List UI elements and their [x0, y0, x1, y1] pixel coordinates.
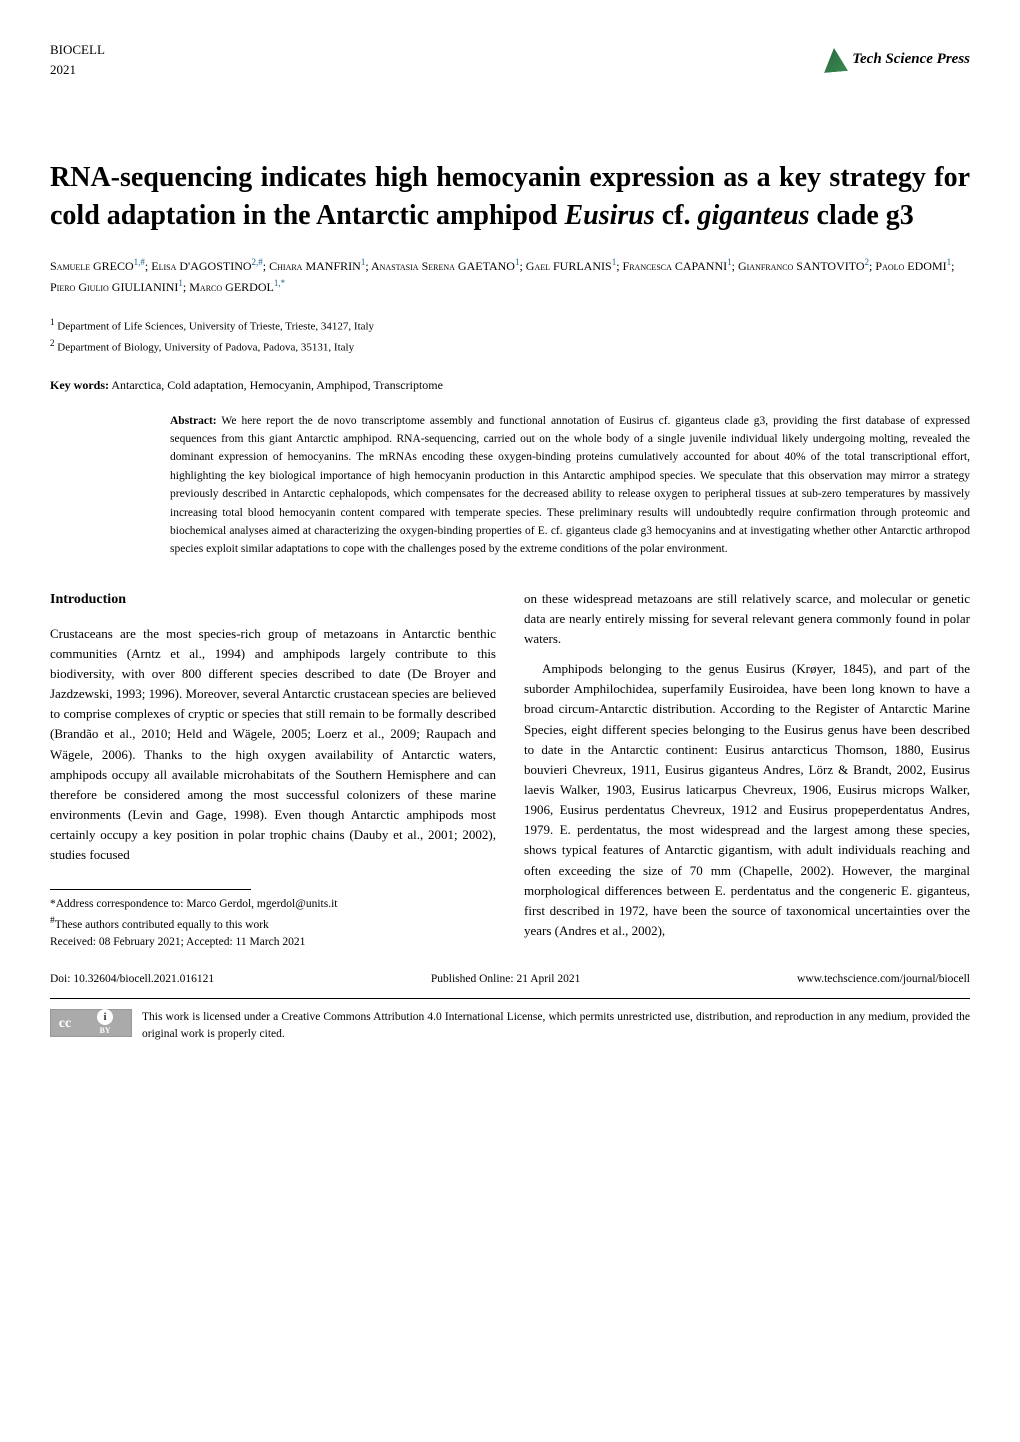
cc-badge-icon: cc i BY: [50, 1009, 132, 1037]
affiliation: 2 Department of Biology, University of P…: [50, 336, 970, 357]
author: Chiara MANFRIN1: [269, 259, 365, 273]
author: Elisa D'AGOSTINO2,#: [151, 259, 263, 273]
pub-date: Published Online: 21 April 2021: [431, 971, 581, 988]
right-column: on these widespread metazoans are still …: [524, 589, 970, 951]
footnotes: *Address correspondence to: Marco Gerdol…: [50, 896, 496, 951]
body-paragraph: Crustaceans are the most species-rich gr…: [50, 624, 496, 866]
keywords-label: Key words:: [50, 378, 109, 392]
cc-by-icon: i BY: [79, 1010, 131, 1036]
author: Piero Giulio GIULIANINI1: [50, 280, 183, 294]
footnote-rule: [50, 889, 251, 890]
footer-rule: [50, 998, 970, 999]
correspondence-note: *Address correspondence to: Marco Gerdol…: [50, 896, 496, 913]
author: Francesca CAPANNI1: [623, 259, 732, 273]
page-header: BIOCELL 2021 Tech Science Press: [50, 40, 970, 79]
equal-contrib-note: #These authors contributed equally to th…: [50, 914, 496, 934]
body-paragraph: Amphipods belonging to the genus Eusirus…: [524, 659, 970, 941]
publisher-logo-icon: [822, 46, 848, 72]
author: Marco GERDOL1,*: [189, 280, 285, 294]
author: Paolo EDOMI1: [875, 259, 951, 273]
left-column: Introduction Crustaceans are the most sp…: [50, 589, 496, 951]
publisher-logo: Tech Science Press: [823, 48, 970, 72]
abstract-block: Abstract: We here report the de novo tra…: [170, 412, 970, 559]
abstract-text: Abstract: We here report the de novo tra…: [170, 412, 970, 559]
body-columns: Introduction Crustaceans are the most sp…: [50, 589, 970, 951]
author: Samuele GRECO1,#: [50, 259, 145, 273]
journal-name: BIOCELL: [50, 40, 105, 60]
journal-url: www.techscience.com/journal/biocell: [797, 971, 970, 988]
doi: Doi: 10.32604/biocell.2021.016121: [50, 971, 214, 988]
journal-info: BIOCELL 2021: [50, 40, 105, 79]
author-list: Samuele GRECO1,#; Elisa D'AGOSTINO2,#; C…: [50, 255, 970, 297]
dates-note: Received: 08 February 2021; Accepted: 11…: [50, 934, 496, 951]
article-title: RNA-sequencing indicates high hemocyanin…: [50, 159, 970, 235]
publisher-name: Tech Science Press: [852, 48, 970, 71]
journal-year: 2021: [50, 60, 105, 80]
license-text: This work is licensed under a Creative C…: [142, 1009, 970, 1042]
author: Anastasia Serena GAETANO1: [371, 259, 519, 273]
footer-meta: Doi: 10.32604/biocell.2021.016121 Publis…: [50, 971, 970, 994]
author: Gael FURLANIS1: [526, 259, 616, 273]
section-heading: Introduction: [50, 589, 496, 610]
body-paragraph: on these widespread metazoans are still …: [524, 589, 970, 649]
affiliation: 1 Department of Life Sciences, Universit…: [50, 315, 970, 336]
license-block: cc i BY This work is licensed under a Cr…: [50, 1009, 970, 1042]
cc-label: cc: [51, 1010, 79, 1036]
keywords-text: Antarctica, Cold adaptation, Hemocyanin,…: [109, 378, 443, 392]
keywords: Key words: Antarctica, Cold adaptation, …: [50, 376, 970, 394]
author: Gianfranco SANTOVITO2: [738, 259, 869, 273]
affiliations: 1 Department of Life Sciences, Universit…: [50, 315, 970, 358]
